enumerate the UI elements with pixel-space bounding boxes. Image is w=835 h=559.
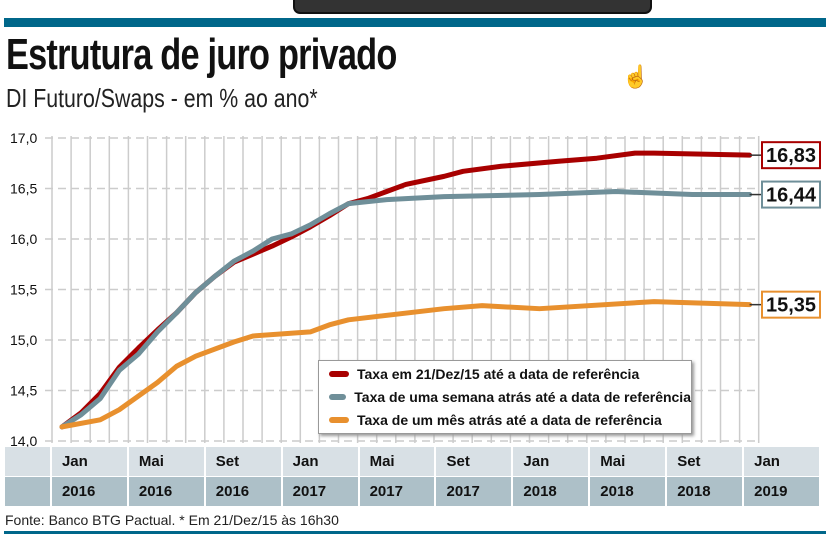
x-tick-month: Jan [513, 447, 589, 476]
x-tick-month: Set [436, 447, 512, 476]
x-tick-month: Jan [744, 447, 820, 476]
end-value-box [761, 180, 821, 209]
legend-swatch [329, 370, 349, 377]
hand-cursor-icon: ☝ [622, 64, 650, 89]
end-value-box [761, 141, 821, 170]
x-tick-year: 2016 [205, 477, 281, 506]
end-value-label: 16,44 [766, 185, 817, 207]
y-tick-label: 15,0 [10, 332, 37, 348]
bottom-rule [4, 531, 826, 534]
y-tick-label: 17,0 [10, 130, 37, 146]
legend-label: Taxa de um mês atrás até a data de refer… [357, 411, 662, 428]
x-tick-month: Mai [590, 447, 666, 476]
x-tick-year: 2018 [667, 477, 743, 506]
series-line [59, 189, 753, 430]
chart-subtitle: DI Futuro/Swaps - em % ao ano* [6, 83, 318, 113]
x-tick-year: 2016 [51, 477, 127, 506]
y-tick-label: 16,5 [10, 181, 37, 197]
x-tick-month: Mai [359, 447, 435, 476]
y-tick-label: 15,5 [10, 282, 37, 298]
x-tick-month: Set [667, 447, 743, 476]
x-tick-month: Mai [128, 447, 204, 476]
x-tick-year: 2017 [359, 477, 435, 506]
legend: Taxa em 21/Dez/15 até a data de referênc… [318, 360, 692, 434]
x-tick-month: Jan [282, 447, 358, 476]
y-tick-label: 14,5 [10, 383, 37, 399]
chart-title: Estrutura de juro privado [6, 30, 397, 79]
axis-blank [5, 447, 50, 476]
end-value-label: 16,83 [766, 145, 816, 167]
legend-item: Taxa em 21/Dez/15 até a data de referênc… [319, 363, 691, 384]
y-tick-label: 14,0 [10, 433, 37, 448]
legend-item: Taxa de uma semana atrás até a data de r… [319, 386, 691, 407]
x-axis-band: Jan Mai Set Jan Mai Set Jan Mai Set Jan 2016 2016 2… [5, 447, 821, 506]
series-line [59, 299, 753, 430]
x-tick-year: 2016 [128, 477, 204, 506]
legend-label: Taxa de uma semana atrás até a data de r… [354, 388, 691, 405]
y-tick-label: 16,0 [10, 231, 37, 247]
legend-item: Taxa de um mês atrás até a data de refer… [319, 409, 691, 430]
x-tick-month: Jan [51, 447, 127, 476]
top-rule [4, 18, 826, 27]
x-tick-year: 2019 [744, 477, 820, 506]
legend-swatch [329, 416, 349, 423]
x-tick-year: 2018 [590, 477, 666, 506]
x-tick-year: 2017 [436, 477, 512, 506]
legend-label: Taxa em 21/Dez/15 até a data de referênc… [357, 365, 640, 382]
x-tick-year: 2017 [282, 477, 358, 506]
x-tick-month: Set [205, 447, 281, 476]
axis-blank [5, 477, 50, 506]
end-value-box [761, 290, 821, 319]
window-top-bar [293, 0, 652, 14]
end-value-label: 15,35 [766, 295, 816, 317]
x-tick-year: 2018 [513, 477, 589, 506]
source-note: Fonte: Banco BTG Pactual. * Em 21/Dez/15… [5, 512, 339, 528]
legend-swatch [329, 393, 347, 400]
